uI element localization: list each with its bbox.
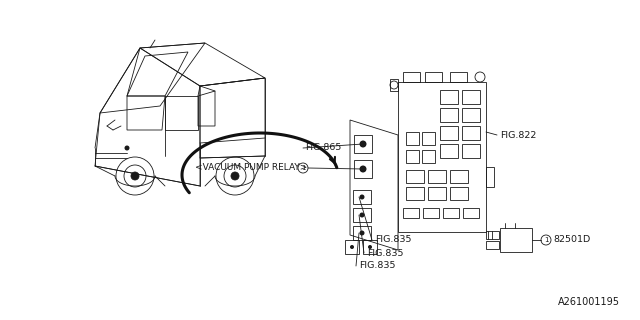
Circle shape: [368, 245, 372, 249]
Bar: [422, 132, 435, 145]
Bar: [450, 187, 468, 200]
Text: FIG.835: FIG.835: [359, 261, 396, 270]
Circle shape: [360, 195, 365, 199]
Bar: [403, 72, 420, 82]
Text: 82501D: 82501D: [553, 236, 590, 244]
Bar: [462, 144, 480, 158]
Circle shape: [350, 245, 354, 249]
Bar: [428, 170, 446, 183]
Bar: [462, 108, 480, 122]
Circle shape: [360, 140, 367, 148]
Text: 1: 1: [544, 237, 548, 243]
Bar: [406, 132, 419, 145]
Circle shape: [125, 146, 129, 150]
Bar: [463, 208, 479, 218]
Bar: [440, 108, 458, 122]
Bar: [428, 187, 446, 200]
Text: FIG.822: FIG.822: [500, 131, 536, 140]
Text: FIG.835: FIG.835: [367, 249, 403, 258]
Text: FIG.835: FIG.835: [375, 236, 412, 244]
Bar: [425, 72, 442, 82]
Bar: [406, 170, 424, 183]
Bar: [450, 170, 468, 183]
Circle shape: [360, 165, 367, 172]
Bar: [443, 208, 459, 218]
Text: <VACUUM PUMP RELAY>: <VACUUM PUMP RELAY>: [195, 164, 307, 172]
Bar: [440, 144, 458, 158]
Bar: [354, 160, 372, 178]
Bar: [353, 190, 371, 204]
Circle shape: [131, 172, 139, 180]
Circle shape: [360, 230, 365, 236]
Bar: [423, 208, 439, 218]
Text: A261001195: A261001195: [558, 297, 620, 307]
Bar: [406, 150, 419, 163]
Text: 1: 1: [301, 165, 305, 171]
Bar: [500, 228, 532, 252]
Bar: [363, 240, 377, 254]
Bar: [440, 90, 458, 104]
Bar: [403, 208, 419, 218]
Bar: [462, 90, 480, 104]
Bar: [486, 231, 499, 239]
Bar: [422, 150, 435, 163]
Bar: [462, 126, 480, 140]
Bar: [354, 135, 372, 153]
Bar: [450, 72, 467, 82]
Text: FIG.865: FIG.865: [305, 143, 341, 153]
Bar: [406, 187, 424, 200]
Bar: [390, 79, 398, 91]
Bar: [398, 82, 486, 232]
Bar: [353, 226, 371, 240]
Circle shape: [231, 172, 239, 180]
Bar: [440, 126, 458, 140]
Circle shape: [360, 212, 365, 218]
Bar: [353, 208, 371, 222]
Bar: [345, 240, 359, 254]
Bar: [486, 241, 499, 249]
Bar: [486, 167, 494, 187]
